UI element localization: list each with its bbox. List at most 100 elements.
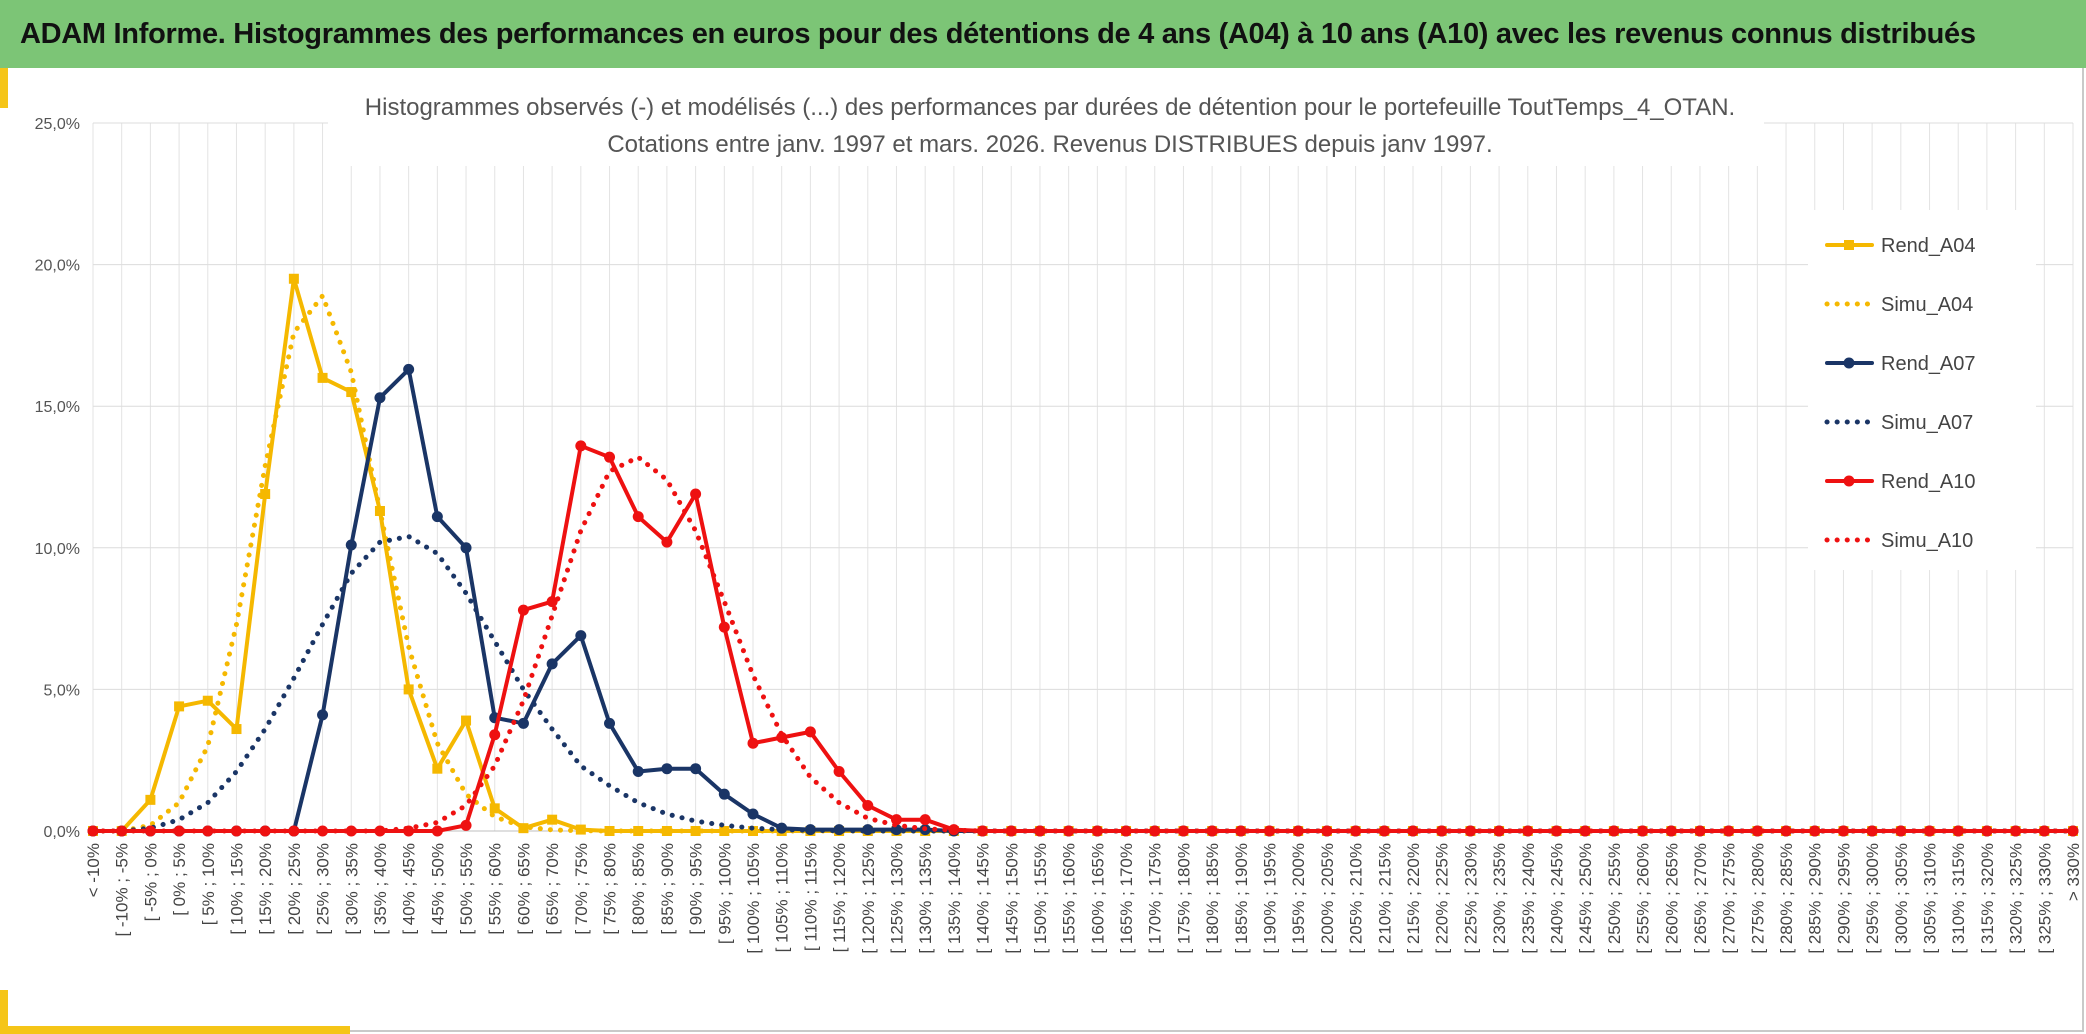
point-rend_a07 <box>661 763 673 775</box>
legend-label-simu_a10: Simu_A10 <box>1881 530 1973 552</box>
x-tick-label: [ 310% ; 315% <box>1949 843 1968 954</box>
point-rend_a10 <box>431 825 443 837</box>
series-line-rend_a07 <box>91 367 2075 833</box>
x-axis: < -10% [ -10% ; -5% [ -5% ; 0% [ 0% ; 5% [ 5… <box>84 843 2083 954</box>
point-rend_a10 <box>1350 825 1362 837</box>
point-rend_a07 <box>460 542 472 554</box>
x-tick-label: [ 170% ; 175% <box>1146 843 1165 954</box>
point-rend_a10 <box>1895 825 1907 837</box>
point-rend_a07 <box>718 788 730 800</box>
point-rend_a07 <box>517 717 529 729</box>
point-rend_a10 <box>1952 825 1964 837</box>
point-rend_a04 <box>145 794 156 805</box>
legend-label-rend_a07: Rend_A07 <box>1881 353 1976 375</box>
x-tick-label: [ 125% ; 130% <box>887 843 906 954</box>
point-rend_a04 <box>260 488 271 499</box>
y-tick-label: 15,0% <box>35 399 80 416</box>
x-tick-label: [ 265% ; 270% <box>1691 843 1710 954</box>
point-rend_a10 <box>604 451 616 463</box>
x-tick-label: [ 105% ; 110% <box>773 843 792 952</box>
point-rend_a04 <box>231 724 242 735</box>
report-title: ADAM Informe. Histogrammes des performan… <box>20 17 1976 50</box>
x-tick-label: [ 190% ; 195% <box>1261 843 1280 954</box>
point-rend_a10 <box>690 488 702 500</box>
point-rend_a10 <box>144 825 156 837</box>
report-banner: ADAM Informe. Histogrammes des performan… <box>0 0 2086 68</box>
point-rend_a07 <box>747 808 759 820</box>
x-tick-label: [ 180% ; 185% <box>1203 843 1222 954</box>
point-rend_a07 <box>604 717 616 729</box>
x-tick-label: [ 20% ; 25% <box>285 843 304 935</box>
point-rend_a10 <box>2067 825 2079 837</box>
x-tick-label: [ 60% ; 65% <box>514 843 533 935</box>
point-rend_a04 <box>518 823 529 834</box>
x-tick-label: < -10% <box>84 843 103 897</box>
point-rend_a10 <box>1579 825 1591 837</box>
point-rend_a10 <box>460 819 472 831</box>
legend-marker-rend_a10 <box>1843 475 1855 487</box>
x-tick-label: [ 290% ; 295% <box>1834 843 1853 954</box>
y-tick-label: 20,0% <box>35 258 80 275</box>
x-tick-label: [ 215% ; 220% <box>1404 843 1423 954</box>
chart-title-line2: Cotations entre janv. 1997 et mars. 2026… <box>607 131 1492 158</box>
x-tick-label: [ 140% ; 145% <box>974 843 993 954</box>
x-tick-label: [ 165% ; 170% <box>1117 843 1136 954</box>
x-tick-label: [ 95% ; 100% <box>715 843 734 944</box>
point-rend_a10 <box>661 536 673 548</box>
point-rend_a10 <box>1924 825 1936 837</box>
point-rend_a07 <box>575 630 587 642</box>
x-tick-label: [ 45% ; 50% <box>428 843 447 935</box>
chart-grid <box>92 122 2074 832</box>
legend-label-simu_a07: Simu_A07 <box>1881 412 1973 434</box>
x-tick-label: [ 75% ; 80% <box>601 843 620 935</box>
x-tick-label: [ 160% ; 165% <box>1088 843 1107 954</box>
x-tick-label: [ 70% ; 75% <box>572 843 591 935</box>
point-rend_a07 <box>431 511 443 523</box>
x-tick-label: [ 195% ; 200% <box>1289 843 1308 954</box>
chart-series <box>87 273 2079 837</box>
legend-label-rend_a04: Rend_A04 <box>1881 235 1976 257</box>
x-tick-label: [ 200% ; 205% <box>1318 843 1337 954</box>
point-rend_a04 <box>690 826 701 836</box>
x-tick-label: [ -10% ; -5% <box>113 843 132 937</box>
point-rend_a10 <box>632 511 644 523</box>
x-tick-label: [ 240% ; 245% <box>1547 843 1566 954</box>
x-tick-label: [ 15% ; 20% <box>256 843 275 935</box>
point-rend_a10 <box>1407 825 1419 837</box>
point-rend_a10 <box>804 726 816 738</box>
point-rend_a10 <box>1063 825 1075 837</box>
x-tick-label: [ 25% ; 30% <box>314 843 333 935</box>
point-rend_a04 <box>288 273 299 284</box>
point-rend_a10 <box>345 825 357 837</box>
point-rend_a10 <box>173 825 185 837</box>
point-rend_a07 <box>546 658 558 670</box>
x-tick-label: [ 145% ; 150% <box>1002 843 1021 954</box>
series-line-rend_a10 <box>91 443 2075 833</box>
x-tick-label: [ 85% ; 90% <box>658 843 677 935</box>
x-tick-label: [ 235% ; 240% <box>1519 843 1538 954</box>
x-tick-label: > 330% <box>2064 843 2083 901</box>
x-tick-label: [ 325% ; 330% <box>2035 843 2054 954</box>
series-line-simu_a10 <box>90 454 2076 834</box>
point-rend_a10 <box>1177 825 1189 837</box>
x-tick-label: [ 255% ; 260% <box>1634 843 1653 954</box>
x-tick-label: [ 115% ; 120% <box>830 843 849 952</box>
point-rend_a04 <box>489 803 500 814</box>
y-axis: 0,0% 5,0% 10,0% 15,0% 20,0% 25,0% <box>35 116 80 841</box>
x-tick-label: [ 245% ; 250% <box>1576 843 1595 954</box>
x-tick-label: [ 270% ; 275% <box>1720 843 1739 954</box>
accent-bar-bottom <box>0 1026 350 1034</box>
x-tick-label: [ 155% ; 160% <box>1060 843 1079 954</box>
x-tick-label: [ 10% ; 15% <box>227 843 246 935</box>
point-rend_a04 <box>346 387 357 398</box>
point-rend_a04 <box>633 826 644 836</box>
x-tick-label: [ 110% ; 115% <box>801 843 820 951</box>
x-tick-label: [ 35% ; 40% <box>371 843 390 935</box>
point-rend_a10 <box>1780 825 1792 837</box>
point-rend_a10 <box>1550 825 1562 837</box>
chart-legend: Rend_A04 Simu_A04 Rend_A07 Simu_A07 Rend_A10… <box>1808 210 2036 570</box>
point-rend_a04 <box>174 701 185 712</box>
x-tick-label: [ -5% ; 0% <box>141 843 160 921</box>
x-tick-label: [ 30% ; 35% <box>342 843 361 935</box>
